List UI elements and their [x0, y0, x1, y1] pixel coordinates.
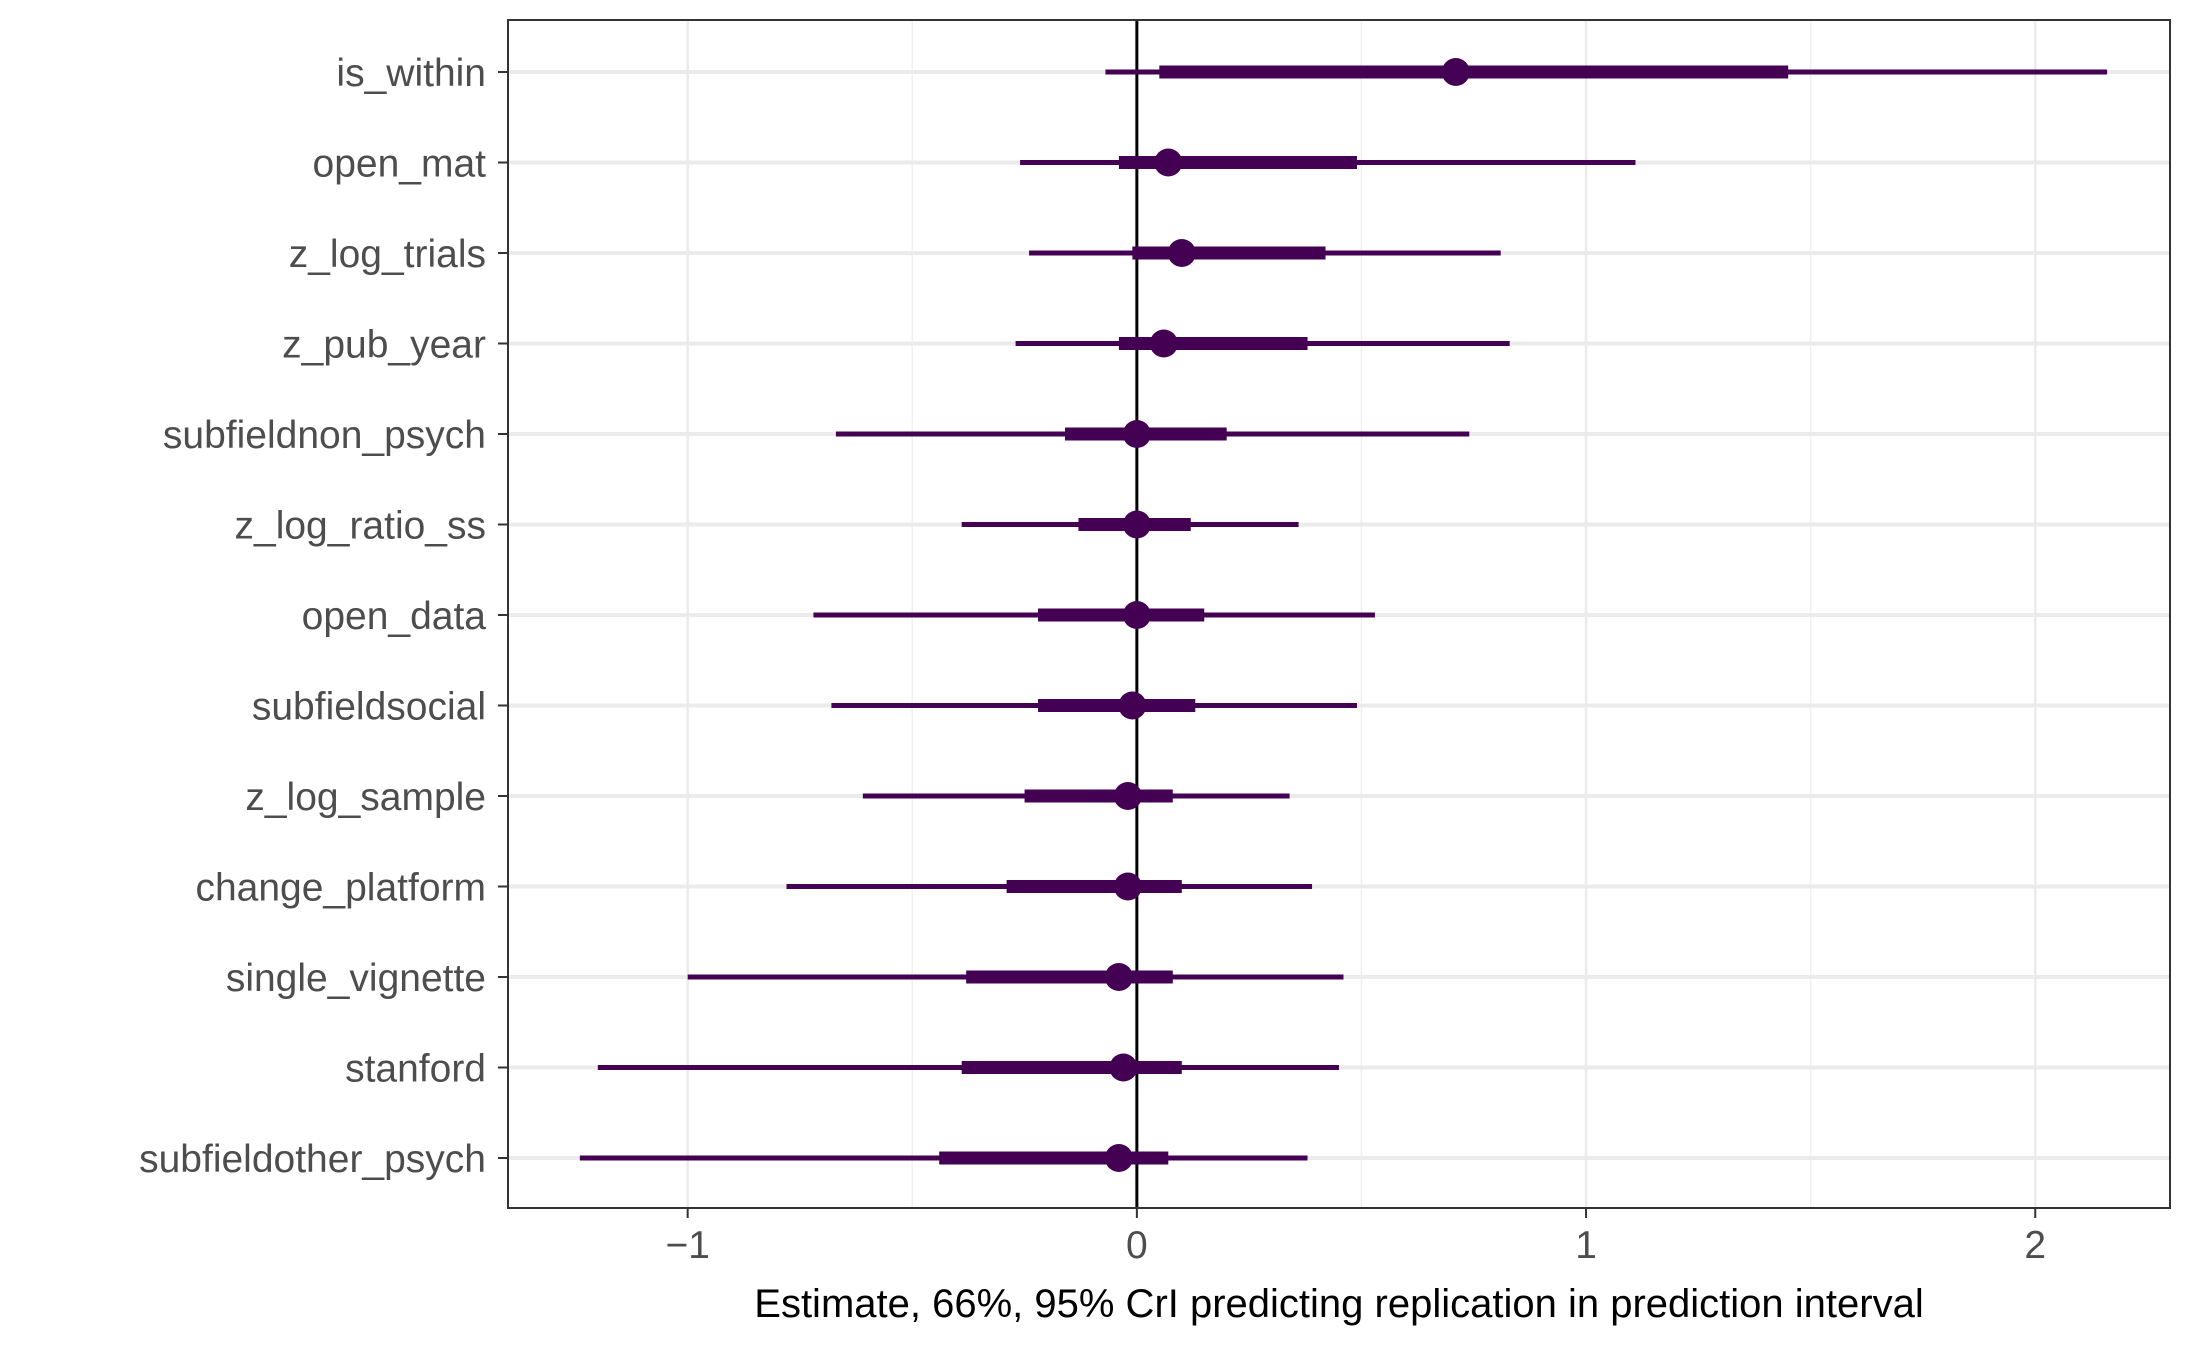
- y-tick-label: subfieldsocial: [252, 686, 486, 729]
- estimate-point: [1104, 963, 1133, 991]
- x-axis-title: Estimate, 66%, 95% CrI predicting replic…: [754, 1282, 1923, 1326]
- y-tick-label: stanford: [345, 1048, 486, 1091]
- interval-marks: [579, 58, 2108, 1172]
- y-axis: is_within open_mat z_log_trials z_pub_years…: [139, 52, 508, 1181]
- interval-row-subfieldnon_psych: [835, 420, 1470, 448]
- estimate-point: [1122, 601, 1151, 629]
- x-axis: −1 0 1 2: [665, 1208, 2046, 1267]
- y-tick-label: z_pub_year: [282, 324, 486, 367]
- x-tick-label: 1: [1575, 1224, 1597, 1267]
- estimate-point: [1122, 420, 1151, 448]
- x-tick-label: 0: [1126, 1224, 1148, 1267]
- interval-row-z_pub_year: [1015, 329, 1510, 358]
- estimate-point: [1149, 329, 1178, 358]
- interval-row-stanford: [597, 1053, 1339, 1082]
- estimate-point: [1113, 782, 1142, 810]
- y-tick-label: z_log_ratio_ss: [235, 505, 486, 548]
- interval-row-open_mat: [1020, 148, 1636, 177]
- y-tick-label: z_log_trials: [289, 233, 486, 276]
- interval-row-z_log_ratio_ss: [961, 510, 1299, 539]
- y-tick-label: subfieldnon_psych: [163, 414, 486, 457]
- interval-row-subfieldother_psych: [579, 1144, 1308, 1172]
- interval-row-single_vignette: [687, 963, 1344, 991]
- interval-row-open_data: [813, 601, 1375, 629]
- estimate-point: [1109, 1053, 1138, 1082]
- interval-row-z_log_sample: [862, 782, 1290, 810]
- x-tick-label: −1: [665, 1224, 709, 1267]
- y-tick-label: open_mat: [313, 143, 487, 186]
- interval-row-z_log_trials: [1029, 239, 1501, 267]
- y-tick-label: z_log_sample: [245, 776, 486, 819]
- estimate-point: [1113, 872, 1142, 901]
- estimate-point: [1118, 691, 1147, 720]
- estimate-point: [1104, 1144, 1133, 1172]
- estimate-point: [1122, 510, 1151, 539]
- y-tick-label: single_vignette: [226, 957, 486, 1000]
- estimate-point: [1167, 239, 1196, 267]
- y-tick-label: subfieldother_psych: [139, 1138, 486, 1181]
- y-tick-label: is_within: [336, 52, 486, 95]
- y-tick-label: open_data: [302, 595, 487, 638]
- x-tick-label: 2: [2024, 1224, 2046, 1267]
- interval-row-is_within: [1105, 58, 2108, 86]
- estimate-point: [1441, 58, 1470, 86]
- interval-row-subfieldsocial: [831, 691, 1357, 720]
- interval-row-change_platform: [786, 872, 1313, 901]
- estimate-point: [1154, 148, 1183, 177]
- y-tick-label: change_platform: [195, 867, 486, 910]
